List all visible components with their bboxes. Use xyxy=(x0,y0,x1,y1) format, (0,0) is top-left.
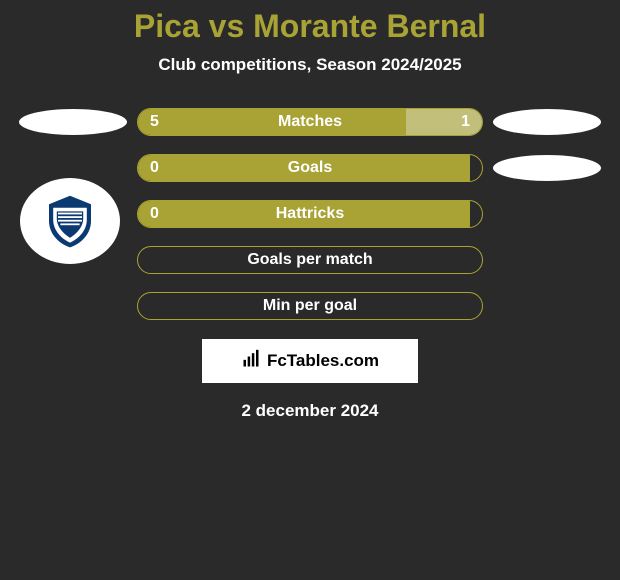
brand-box: FcTables.com xyxy=(202,339,418,383)
date-text: 2 december 2024 xyxy=(0,401,620,421)
brand-text: FcTables.com xyxy=(267,351,379,371)
stat-value-left xyxy=(138,293,150,319)
stat-label: Min per goal xyxy=(138,293,482,319)
player-badge-right xyxy=(493,109,601,135)
stat-value-right xyxy=(470,201,482,227)
stat-value-right xyxy=(470,155,482,181)
stat-bar: Min per goal xyxy=(137,292,483,320)
page-title: Pica vs Morante Bernal xyxy=(0,8,620,45)
chart-icon xyxy=(241,349,261,374)
stat-bar: 0Hattricks xyxy=(137,200,483,228)
stat-row: 0Goals xyxy=(0,153,620,183)
subtitle: Club competitions, Season 2024/2025 xyxy=(0,55,620,75)
stat-value-left xyxy=(138,247,150,273)
stat-row: 51Matches xyxy=(0,107,620,137)
stat-value-right xyxy=(150,247,162,273)
alaves-crest-icon xyxy=(40,191,100,251)
stat-value-left: 0 xyxy=(138,201,470,227)
stat-row: Min per goal xyxy=(0,291,620,321)
player-badge-right xyxy=(493,155,601,181)
stat-value-right xyxy=(150,293,162,319)
stat-value-right: 1 xyxy=(406,109,482,135)
stat-label: Goals per match xyxy=(138,247,482,273)
stat-bar: Goals per match xyxy=(137,246,483,274)
club-logo-left xyxy=(20,178,120,264)
player-badge-left xyxy=(19,109,127,135)
stat-bar: 51Matches xyxy=(137,108,483,136)
stat-value-left: 5 xyxy=(138,109,406,135)
stat-bar: 0Goals xyxy=(137,154,483,182)
stat-value-left: 0 xyxy=(138,155,470,181)
